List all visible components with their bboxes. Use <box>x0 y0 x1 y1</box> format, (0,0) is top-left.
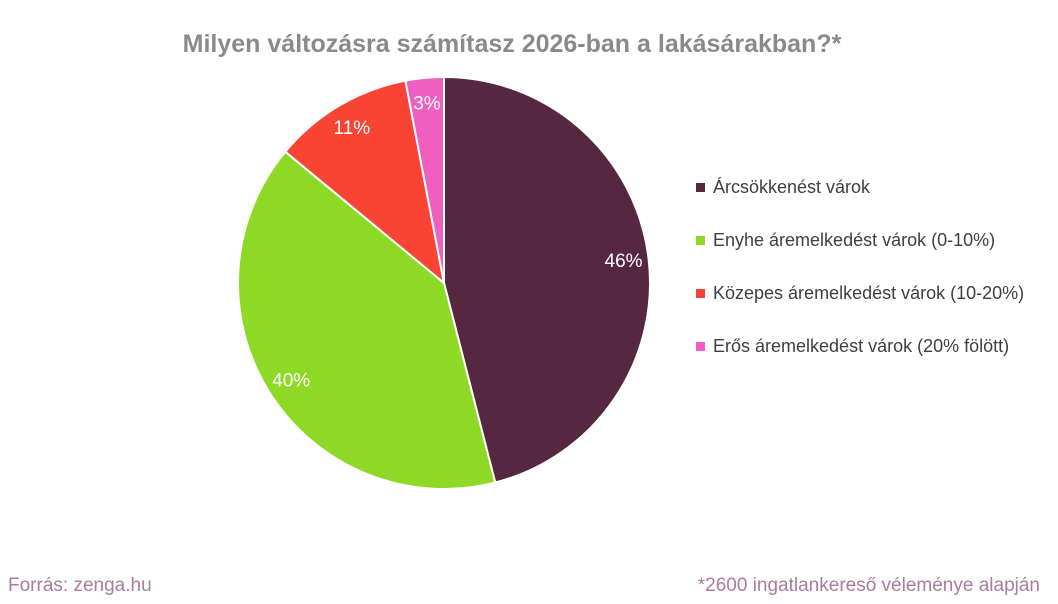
legend-item: Erős áremelkedést várok (20% fölött) <box>696 335 1024 357</box>
pie-slice-2 <box>236 150 497 490</box>
legend-swatch-icon <box>696 288 705 298</box>
slice-value-label: 3% <box>413 93 441 114</box>
legend-item: Enyhe áremelkedést várok (0-10%) <box>696 229 1024 251</box>
source-text: Forrás: zenga.hu <box>8 575 152 596</box>
legend-swatch-icon <box>696 341 705 351</box>
pie-chart: 46% 40% 11% 3% <box>236 76 651 490</box>
pie-slice-1 <box>443 76 651 484</box>
slice-value-label: 40% <box>272 371 310 392</box>
slice-value-label: 11% <box>334 118 371 139</box>
legend-item: Közepes áremelkedést várok (10-20%) <box>696 282 1024 304</box>
legend-item: Árcsökkenést várok <box>696 176 1024 198</box>
legend-swatch-icon <box>696 235 705 245</box>
legend-label: Enyhe áremelkedést várok (0-10%) <box>713 230 996 250</box>
legend-label: Árcsökkenést várok <box>713 177 871 197</box>
legend-swatch-icon <box>696 182 705 192</box>
chart-title: Milyen változásra számítasz 2026-ban a l… <box>182 30 842 58</box>
pie-slice-3 <box>284 79 445 284</box>
legend: Árcsökkenést várok Enyhe áremelkedést vár… <box>696 176 1024 357</box>
footnote-text: *2600 ingatlankereső véleménye alapján <box>697 575 1040 596</box>
legend-label: Közepes áremelkedést várok (10-20%) <box>713 283 1025 303</box>
pie-slice-4 <box>404 76 445 284</box>
legend-label: Erős áremelkedést várok (20% fölött) <box>713 336 1010 356</box>
slice-value-label: 46% <box>605 251 643 272</box>
